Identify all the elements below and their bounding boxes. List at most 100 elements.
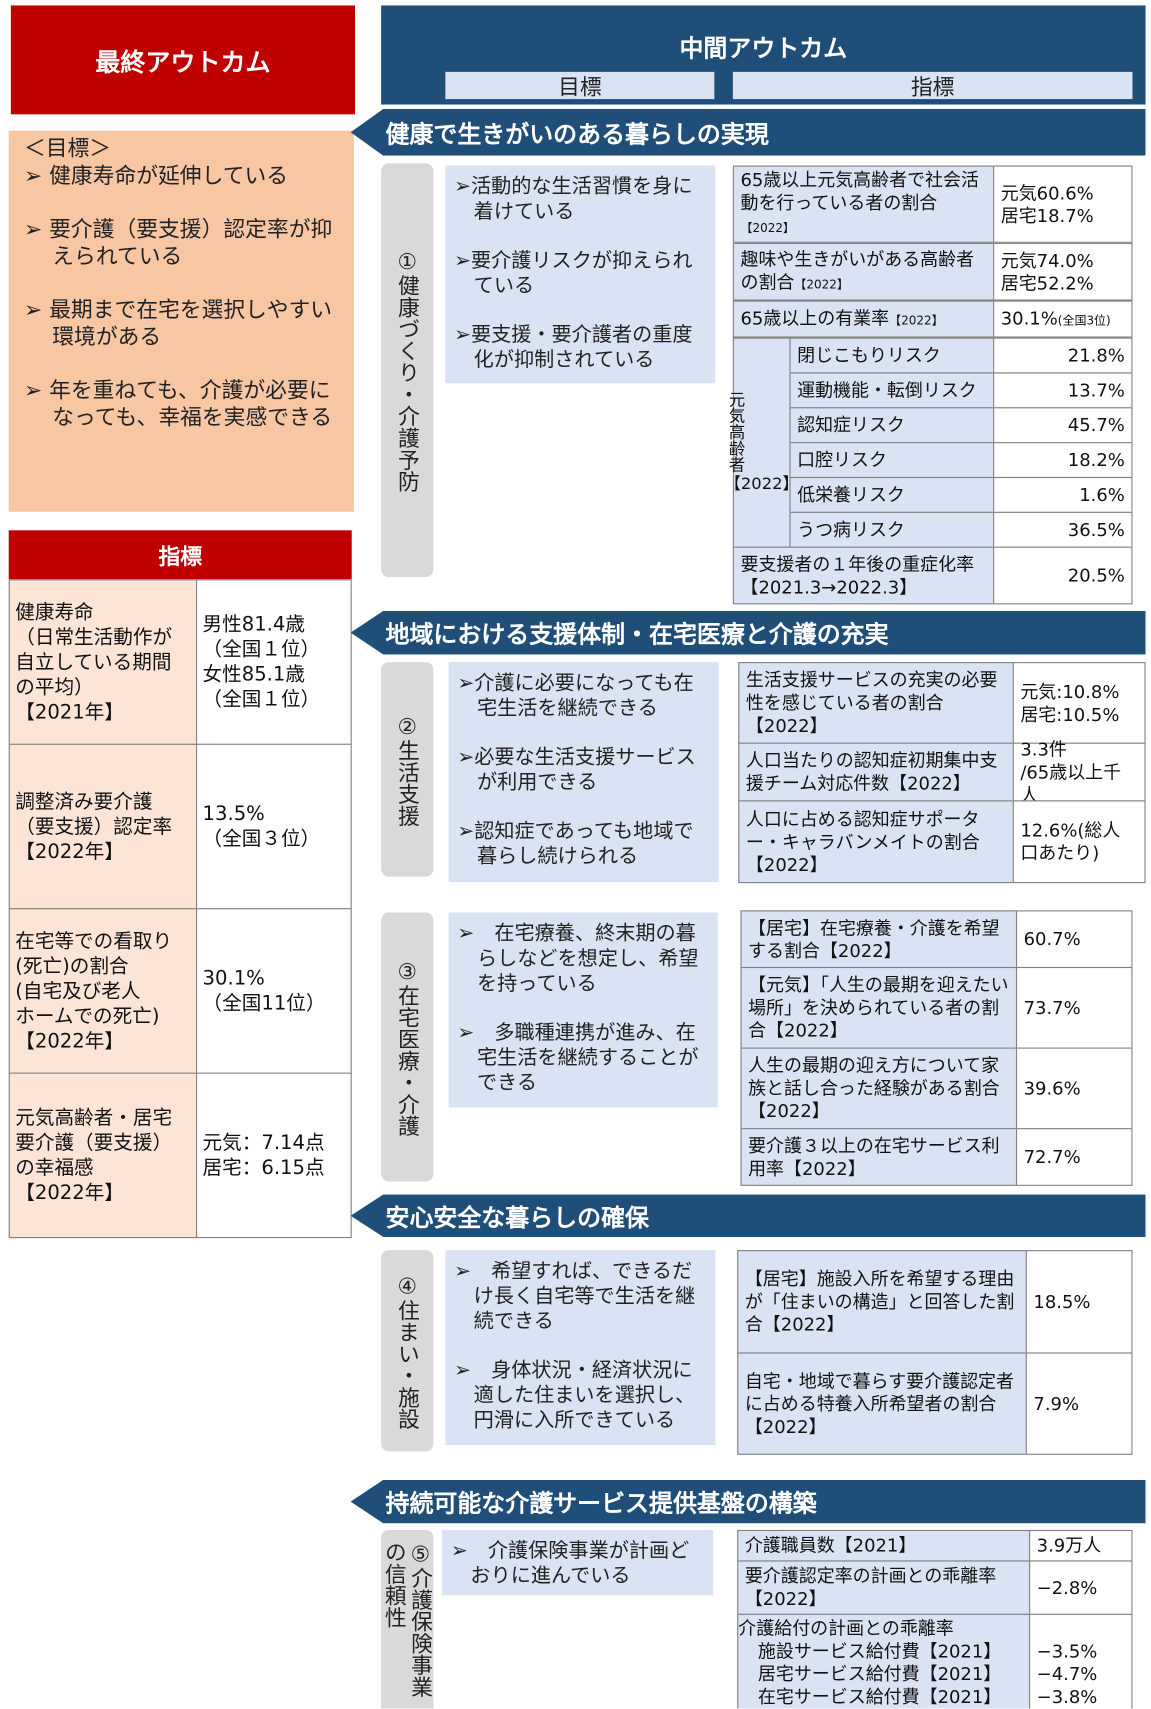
theme-banner: 持続可能な介護サービス提供基盤の構築 [350,1479,1146,1524]
cell-text-part: −2.8% [1036,1577,1098,1599]
text: 持続可能な介護サービス提供基盤の構築 [385,1490,817,1518]
cell-text-part: 運動機能・転倒リスク [797,380,977,401]
cell-text-part: −4.7% [1036,1663,1098,1685]
indicator-value: 3.3件 /65歳以上千人 [1012,739,1146,805]
indicator-value: 18.5% [1025,1250,1133,1354]
indicator-value: 13.7% [993,372,1133,409]
cell-text: 45.7% [1068,414,1125,437]
text: ➢ 介護保険事業が計画どおりに進んでいる [450,1539,690,1588]
cell-text: 人口に占める認知症サポーター・キャラバンメイトの割合【2022】 [746,807,1006,876]
cell-text-part: 元気高齢者 [726,390,747,473]
indicator-label: 元気高齢者・居宅 要介護（要支援） の幸福感 【2022年】 [8,1072,198,1239]
indicator-label: 【居宅】在宅療養・介護を希望する割合【2022】 [740,910,1018,969]
section-goals: ➢活動的な生活習慣を身に着けている ➢要介護リスクが抑えられている ➢要支援・要介護… [445,165,716,384]
goal: ➢ 健康寿命が延伸している [24,162,339,189]
indicator-label: 調整済み要介護 （要支援）認定率 【2022年】 [8,743,198,910]
section-label: ④住まい・施設 [381,1250,434,1452]
section-label: ①健康づくり・介護予防 [381,163,434,578]
indicator-value: 45.7% [993,407,1133,444]
cell-text: 健康寿命 （日常生活動作が 自立している期間 の平均） 【2021年】 [15,599,172,724]
cell-text: 13.7% [1068,379,1125,402]
cell-text-part: 【2022】 [794,277,849,292]
theme-banner: 健康で生きがいのある暮らしの実現 [350,108,1146,156]
goal: ➢必要な生活支援サービスが利用できる [457,745,710,795]
cell-text-part: 低栄養リスク [797,484,905,506]
indicator-label: 生活支援サービスの充実の必要性を感じている者の割合 【2022】 [738,662,1014,744]
cell-text-part: 元気74.0% 居宅52.2% [1000,249,1094,294]
text: ④住まい・施設 [394,1272,421,1430]
text: ➢ 要介護（要支援）認定率が抑えられている [23,215,333,269]
indicator-label: 要介護３以上の在宅サービス利用率【2022】 [740,1128,1018,1186]
indicator-value: 73.7% [1015,966,1133,1049]
section-label: ②生活支援 [381,662,434,877]
indicator-value: 元気：7.14点 居宅：6.15点 [196,1072,352,1239]
cell-text-part: 人生の最期の迎え方について家族と話し合った経験がある割合【2022】 [748,1055,1000,1122]
goals-heading: ＜目標＞ [24,135,339,162]
cell-text-part: 45.7% [1067,414,1125,436]
cell-text-part: 30.1% [1000,307,1058,329]
text: 安心安全な暮らしの確保 [385,1204,650,1233]
indicator-value: 30.1%(全国3位) [993,300,1133,338]
cell-text-part: 要介護３以上の在宅サービス利用率【2022】 [748,1135,1000,1179]
text: ➢ 在宅療養、終末期の暮らしなどを想定し、希望を持っている [457,922,699,996]
cell-text-part: 趣味や生きがいがある高齢者の割合 [740,248,975,293]
cell-text-part: 18.5% [1033,1291,1091,1313]
cell-text-part: 【2022】 [889,313,944,328]
goal: ➢ 最期まで在宅を選択しやすい環境がある [24,296,339,350]
indicator-label: 自宅・地域で暮らす要介護認定者に占める特養入所希望者の割合【2022】 [737,1352,1027,1455]
cell-text-part: 39.6% [1023,1078,1081,1099]
final-outcome-title: 最終アウトカム [10,5,355,115]
text: 地域における支援体制・在宅医療と介護の充実 [385,621,889,650]
cell-text-part: 閉じこもりリスク [797,345,941,366]
text: ➢ 健康寿命が延伸している [23,162,289,189]
cell-text: −3.5% −4.7% −3.8% [1037,1640,1098,1709]
cell-text-part: 要支援者の１年後の重症化率 【2021.3→2022.3】 [740,553,975,598]
text: ➢ 身体状況・経済状況に適した住まいを選択し、円滑に入所できている [454,1358,696,1432]
cell-text: 7.9% [1033,1392,1079,1415]
cell-text: 生活支援サービスの充実の必要性を感じている者の割合 【2022】 [746,669,1006,738]
indicator-label: 人口当たりの認知症初期集中支援チーム対応件数【2022】 [738,742,1014,802]
section-goals: ➢ 介護保険事業が計画どおりに進んでいる [442,1529,714,1596]
cell-text-part: 12.6%(総人口あたり) [1020,819,1121,864]
cell-text: 72.7% [1024,1146,1081,1169]
indicator-label: うつ病リスク [789,511,995,548]
indicator-value: 36.5% [993,511,1133,548]
cell-text-part: (全国3位) [1057,313,1111,328]
cell-text-part: 人口に占める認知症サポーター・キャラバンメイトの割合【2022】 [745,808,980,875]
indicator-label: 【元気】「人生の最期を迎えたい場所」を決められている者の割合【2022】 [740,966,1018,1049]
cell-text: 元気：7.14点 居宅：6.15点 [203,1130,325,1180]
text: ➢介護に必要になっても在宅生活を継続できる [457,671,694,720]
text: ➢必要な生活支援サービスが利用できる [457,745,696,794]
section-goals: ➢介護に必要になっても在宅生活を継続できる ➢必要な生活支援サービスが利用できる ➢… [448,662,719,883]
cell-text-part: 【居宅】在宅療養・介護を希望する割合【2022】 [748,917,1000,961]
cell-text-part: 72.7% [1023,1146,1081,1168]
indicator-value: 12.6%(総人口あたり) [1012,800,1146,884]
text: ➢ 多職種連携が進み、在宅生活を継続することができる [457,1021,699,1095]
cell-text-part: 7.9% [1033,1393,1080,1414]
goal: ➢ 要介護（要支援）認定率が抑えられている [24,216,339,270]
text: ➢活動的な生活習慣を身に着けている [454,175,693,224]
cell-text-part: 【居宅】施設入所を希望する理由が「住まいの構造」と回答した割合【2022】 [744,1268,1015,1336]
text: ③在宅医療・介護 [394,957,421,1137]
indicator-label: 運動機能・転倒リスク [789,372,995,409]
indicator-value: −2.8% [1029,1560,1133,1615]
goal: ➢活動的な生活習慣を身に着けている [454,174,707,224]
text: 目標 [558,74,602,101]
cell-text: 趣味や生きがいがある高齢者の割合【2022】 [740,248,986,296]
cell-text-part: 男性81.4歳 （全国１位） 女性85.1歳 （全国１位） [202,613,321,712]
cell-text: 18.5% [1033,1290,1090,1313]
cell-text-part: 生活支援サービスの充実の必要性を感じている者の割合 【2022】 [745,669,998,737]
cell-text-part: 口腔リスク [797,449,887,471]
cell-text: 要介護３以上の在宅サービス利用率【2022】 [748,1134,1009,1180]
cell-text: 自宅・地域で暮らす要介護認定者に占める特養入所希望者の割合【2022】 [745,1369,1019,1438]
indicator-value: 13.5% （全国３位） [196,743,352,910]
goal: ➢ 希望すれば、できるだけ長く自宅等で生活を継続できる [454,1259,707,1334]
cell-text: 在宅等での看取り (死亡)の割合 (自宅及び老人 ホームでの死亡) 【2022年… [15,928,172,1053]
cell-text: 男性81.4歳 （全国１位） 女性85.1歳 （全国１位） [203,612,321,712]
indicator-label: 要支援者の１年後の重症化率 【2021.3→2022.3】 [732,546,995,605]
theme-banner: 地域における支援体制・在宅医療と介護の充実 [350,610,1146,655]
cell-text: 元気高齢者・居宅 要介護（要支援） の幸福感 【2022年】 [15,1105,172,1205]
cell-text-part: 【元気】「人生の最期を迎えたい場所」を決められている者の割合【2022】 [748,974,1009,1042]
